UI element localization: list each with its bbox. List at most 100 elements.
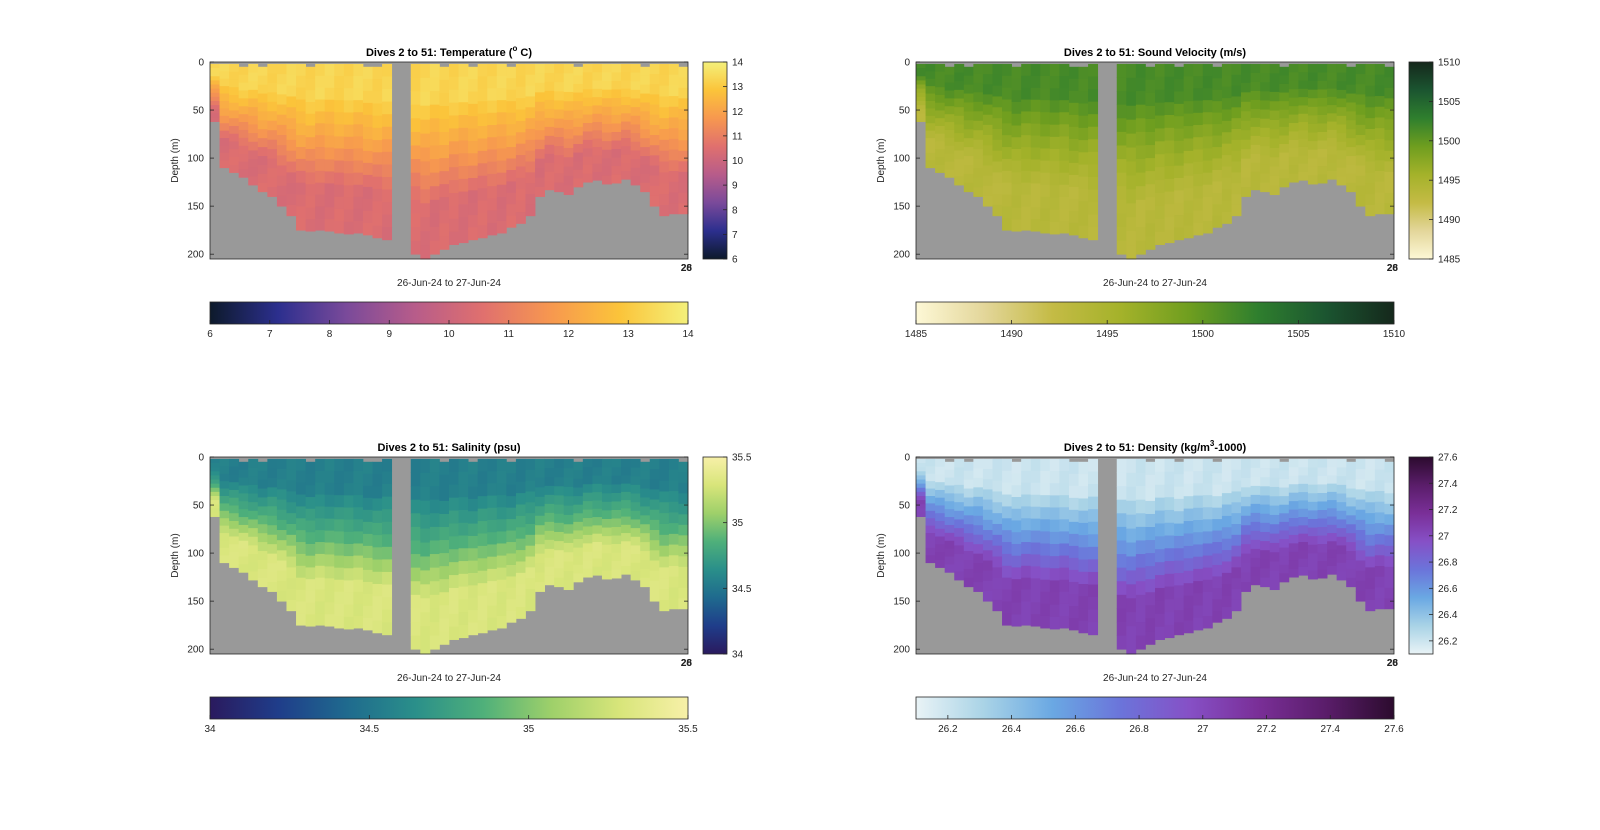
heatmap-cell bbox=[276, 469, 287, 480]
heatmap-cell bbox=[935, 133, 946, 142]
dive-column bbox=[992, 458, 1003, 612]
heatmap-cell bbox=[353, 603, 364, 617]
heatmap-cell bbox=[640, 497, 651, 507]
heatmap-cell bbox=[1164, 204, 1175, 218]
heatmap-cell bbox=[1183, 101, 1194, 115]
dive-column bbox=[238, 461, 249, 573]
heatmap-cell bbox=[1269, 101, 1280, 111]
heatmap-cell bbox=[1260, 486, 1271, 496]
heatmap-cell bbox=[649, 165, 660, 177]
heatmap-cell bbox=[659, 161, 670, 173]
heatmap-cell bbox=[305, 579, 316, 592]
heatmap-cell bbox=[925, 63, 936, 72]
heatmap-cell bbox=[1164, 471, 1175, 485]
heatmap-cell bbox=[1279, 521, 1290, 531]
heatmap-cell bbox=[935, 102, 946, 111]
heatmap-cell bbox=[1202, 471, 1213, 484]
heatmap-cell bbox=[515, 177, 526, 190]
dive-column bbox=[267, 63, 278, 197]
heatmap-cell bbox=[1307, 493, 1318, 503]
heatmap-cell bbox=[1011, 137, 1022, 150]
heatmap-cell bbox=[640, 129, 651, 139]
heatmap-cell bbox=[1059, 519, 1070, 532]
heatmap-cell bbox=[477, 620, 488, 634]
heatmap-cell bbox=[1002, 75, 1012, 89]
heatmap-cell bbox=[1317, 106, 1328, 116]
heatmap-cell bbox=[1174, 573, 1185, 586]
heatmap-cell bbox=[238, 129, 249, 139]
heatmap-cell bbox=[496, 615, 507, 629]
heatmap-cell bbox=[238, 540, 249, 550]
heatmap-cell bbox=[525, 139, 536, 152]
heatmap-cell bbox=[1078, 583, 1089, 597]
heatmap-cell bbox=[1030, 578, 1041, 591]
heatmap-cell bbox=[1288, 139, 1299, 149]
heatmap-cell bbox=[296, 194, 306, 207]
heatmap-cell bbox=[219, 130, 230, 139]
heatmap-cell bbox=[1068, 90, 1079, 104]
heatmap-cell bbox=[1260, 155, 1271, 165]
heatmap-cell bbox=[592, 138, 603, 148]
dive-column bbox=[1355, 458, 1366, 602]
heatmap-cell bbox=[1164, 178, 1175, 192]
heatmap-cell bbox=[238, 153, 249, 162]
dive-column bbox=[525, 63, 536, 217]
heatmap-cell bbox=[1355, 570, 1366, 582]
heatmap-cell bbox=[429, 104, 440, 119]
heatmap-cell bbox=[1164, 153, 1175, 167]
heatmap-cell bbox=[1049, 519, 1060, 533]
heatmap-cell bbox=[535, 111, 545, 122]
heatmap-cell bbox=[267, 506, 278, 517]
heatmap-cell bbox=[535, 506, 545, 517]
heatmap-cell bbox=[1327, 475, 1338, 485]
x-corner-label: 26 bbox=[1387, 263, 1399, 274]
heatmap-cell bbox=[621, 508, 632, 517]
y-axis-label: Depth (m) bbox=[876, 533, 887, 577]
heatmap-cell bbox=[554, 146, 565, 156]
heatmap-cell bbox=[286, 469, 297, 482]
heatmap-cell bbox=[1279, 461, 1290, 471]
heatmap-cell bbox=[210, 76, 220, 81]
heatmap-cell bbox=[592, 80, 603, 90]
heatmap-cell bbox=[649, 458, 660, 470]
heatmap-cell bbox=[621, 105, 632, 114]
heatmap-cell bbox=[276, 590, 287, 602]
heatmap-cell bbox=[1288, 560, 1299, 570]
heatmap-cell bbox=[992, 194, 1003, 206]
heatmap-cell bbox=[1183, 225, 1194, 239]
heatmap-cell bbox=[1078, 127, 1089, 141]
heatmap-cell bbox=[1212, 124, 1223, 136]
heatmap-cell bbox=[210, 495, 220, 501]
dive-column bbox=[219, 458, 230, 564]
heatmap-cell bbox=[1231, 545, 1242, 557]
heatmap-cell bbox=[219, 481, 230, 489]
heatmap-cell bbox=[563, 458, 574, 469]
heatmap-cell bbox=[525, 599, 536, 612]
heatmap-cell bbox=[1088, 227, 1099, 241]
heatmap-cell bbox=[468, 116, 479, 129]
heatmap-cell bbox=[382, 496, 393, 510]
heatmap-cell bbox=[477, 558, 488, 572]
heatmap-cell bbox=[477, 213, 488, 226]
heatmap-cell bbox=[554, 155, 565, 165]
heatmap-cell bbox=[439, 631, 450, 645]
heatmap-cell bbox=[992, 589, 1003, 601]
heatmap-cell bbox=[257, 75, 268, 86]
heatmap-cell bbox=[1288, 89, 1299, 99]
heatmap-cell bbox=[1135, 227, 1146, 241]
dive-column bbox=[515, 63, 526, 224]
heatmap-cell bbox=[678, 587, 689, 599]
heatmap-cell bbox=[1164, 191, 1175, 205]
heatmap-cell bbox=[992, 578, 1003, 590]
heatmap-cell bbox=[1040, 112, 1051, 125]
heatmap-cell bbox=[315, 194, 326, 207]
heatmap-cell bbox=[630, 150, 641, 160]
heatmap-cell bbox=[1030, 159, 1041, 172]
heatmap-cell bbox=[1298, 508, 1309, 518]
heatmap-cell bbox=[1260, 82, 1271, 92]
heatmap-cell bbox=[257, 506, 268, 516]
heatmap-cell bbox=[1384, 119, 1395, 131]
dive-column bbox=[1174, 66, 1185, 241]
heatmap-cell bbox=[343, 185, 354, 198]
heatmap-cell bbox=[257, 102, 268, 112]
